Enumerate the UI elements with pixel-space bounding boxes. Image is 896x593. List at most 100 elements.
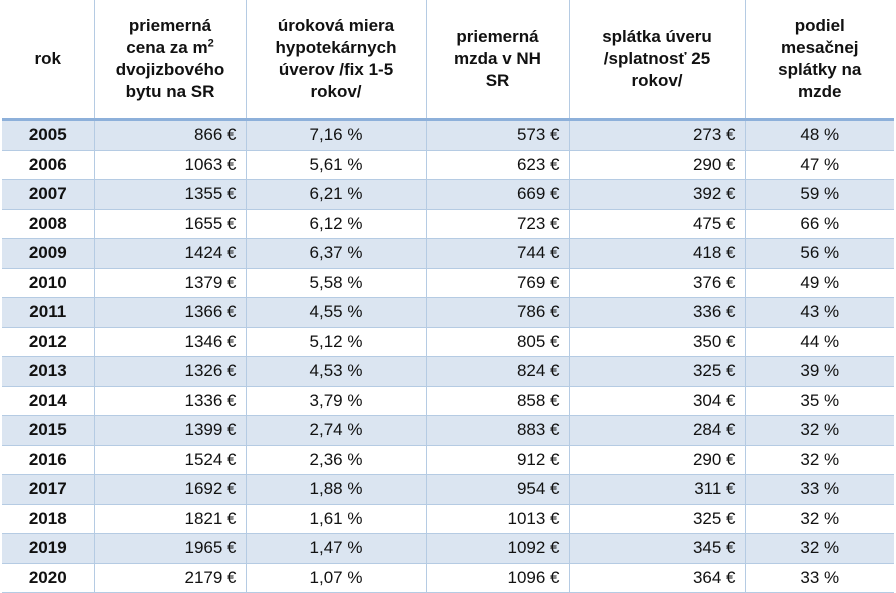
cell-rok: 2019: [2, 533, 95, 564]
cell-urok: 2,74 %: [246, 415, 427, 446]
table-row: 2020 2179 €1,07 % 1096 €364 €33 %: [2, 563, 894, 593]
table-row: 2009 1424 €6,37 % 744 €418 €56 %: [2, 238, 894, 269]
cell-cena: 1524 €: [94, 445, 247, 475]
cell-podiel: 59 %: [745, 179, 894, 210]
table-row: 2016 1524 €2,36 % 912 €290 €32 %: [2, 445, 894, 475]
cell-rok: 2010: [2, 268, 95, 298]
cell-rok: 2013: [2, 356, 95, 387]
cell-podiel: 43 %: [745, 297, 894, 328]
table-body: 2005 866 €7,16 % 573 €273 €48 % 2006 1063 €5…: [2, 119, 894, 593]
cell-urok: 6,12 %: [246, 209, 427, 239]
cell-urok: 4,53 %: [246, 356, 427, 387]
table-row: 2018 1821 €1,61 % 1013 €325 €32 %: [2, 504, 894, 534]
cell-mzda: 573 €: [426, 119, 570, 151]
cell-mzda: 1013 €: [426, 504, 570, 534]
cell-rok: 2011: [2, 297, 95, 328]
cell-rok: 2014: [2, 386, 95, 416]
cell-cena: 1336 €: [94, 386, 247, 416]
table-row: 2011 1366 €4,55 % 786 €336 €43 %: [2, 297, 894, 328]
cell-rok: 2007: [2, 179, 95, 210]
cell-splatka: 336 €: [569, 297, 746, 328]
cell-podiel: 48 %: [745, 119, 894, 151]
cell-splatka: 376 €: [569, 268, 746, 298]
cell-mzda: 805 €: [426, 327, 570, 357]
cell-podiel: 35 %: [745, 386, 894, 416]
table-row: 2019 1965 €1,47 % 1092 €345 €32 %: [2, 533, 894, 564]
cell-cena: 1965 €: [94, 533, 247, 564]
cell-splatka: 311 €: [569, 474, 746, 505]
table-row: 2007 1355 €6,21 % 669 €392 €59 %: [2, 179, 894, 210]
table-row: 2005 866 €7,16 % 573 €273 €48 %: [2, 119, 894, 151]
cell-cena: 1355 €: [94, 179, 247, 210]
cell-cena: 1063 €: [94, 150, 247, 180]
cell-splatka: 475 €: [569, 209, 746, 239]
table-row: 2006 1063 €5,61 % 623 €290 €47 %: [2, 150, 894, 180]
cell-rok: 2008: [2, 209, 95, 239]
cell-urok: 4,55 %: [246, 297, 427, 328]
cell-urok: 3,79 %: [246, 386, 427, 416]
cell-podiel: 32 %: [745, 445, 894, 475]
cell-cena: 1655 €: [94, 209, 247, 239]
cell-mzda: 769 €: [426, 268, 570, 298]
header-splatka: splátka úveru /splatnosť 25 rokov/: [569, 0, 746, 121]
cell-podiel: 56 %: [745, 238, 894, 269]
cell-cena: 866 €: [94, 119, 247, 151]
cell-splatka: 304 €: [569, 386, 746, 416]
cell-cena: 1379 €: [94, 268, 247, 298]
cell-mzda: 723 €: [426, 209, 570, 239]
cell-splatka: 325 €: [569, 504, 746, 534]
cell-podiel: 32 %: [745, 415, 894, 446]
cell-podiel: 44 %: [745, 327, 894, 357]
cell-rok: 2020: [2, 563, 95, 593]
table-row: 2013 1326 €4,53 % 824 €325 €39 %: [2, 356, 894, 387]
cell-urok: 5,58 %: [246, 268, 427, 298]
cell-cena: 1326 €: [94, 356, 247, 387]
cell-rok: 2012: [2, 327, 95, 357]
header-podiel: podiel mesačnej splátky na mzde: [745, 0, 894, 121]
cell-splatka: 345 €: [569, 533, 746, 564]
cell-mzda: 858 €: [426, 386, 570, 416]
cell-mzda: 1092 €: [426, 533, 570, 564]
table-row: 2017 1692 €1,88 % 954 €311 €33 %: [2, 474, 894, 505]
cell-podiel: 66 %: [745, 209, 894, 239]
table-row: 2008 1655 €6,12 % 723 €475 €66 %: [2, 209, 894, 239]
cell-mzda: 1096 €: [426, 563, 570, 593]
cell-cena: 1821 €: [94, 504, 247, 534]
cell-podiel: 32 %: [745, 504, 894, 534]
cell-mzda: 744 €: [426, 238, 570, 269]
cell-splatka: 273 €: [569, 119, 746, 151]
cell-splatka: 325 €: [569, 356, 746, 387]
cell-mzda: 669 €: [426, 179, 570, 210]
cell-splatka: 284 €: [569, 415, 746, 446]
table-row: 2012 1346 €5,12 % 805 €350 €44 %: [2, 327, 894, 357]
cell-rok: 2015: [2, 415, 95, 446]
cell-cena: 1399 €: [94, 415, 247, 446]
cell-splatka: 290 €: [569, 150, 746, 180]
cell-cena: 2179 €: [94, 563, 247, 593]
cell-podiel: 33 %: [745, 563, 894, 593]
header-cena: priemerná cena za m2 dvojizbového bytu n…: [94, 0, 247, 121]
cell-urok: 1,07 %: [246, 563, 427, 593]
cell-cena: 1366 €: [94, 297, 247, 328]
cell-rok: 2018: [2, 504, 95, 534]
cell-rok: 2017: [2, 474, 95, 505]
cell-splatka: 392 €: [569, 179, 746, 210]
cell-splatka: 364 €: [569, 563, 746, 593]
cell-urok: 5,61 %: [246, 150, 427, 180]
header-mzda: priemerná mzda v NH SR: [426, 0, 570, 121]
cell-splatka: 350 €: [569, 327, 746, 357]
header-rok: rok: [2, 0, 95, 121]
cell-urok: 6,37 %: [246, 238, 427, 269]
cell-podiel: 39 %: [745, 356, 894, 387]
cell-mzda: 623 €: [426, 150, 570, 180]
cell-podiel: 49 %: [745, 268, 894, 298]
cell-mzda: 954 €: [426, 474, 570, 505]
cell-rok: 2005: [2, 119, 95, 151]
table-row: 2014 1336 €3,79 % 858 €304 €35 %: [2, 386, 894, 416]
cell-rok: 2009: [2, 238, 95, 269]
cell-urok: 1,61 %: [246, 504, 427, 534]
cell-mzda: 824 €: [426, 356, 570, 387]
cell-mzda: 883 €: [426, 415, 570, 446]
cell-urok: 2,36 %: [246, 445, 427, 475]
cell-splatka: 290 €: [569, 445, 746, 475]
